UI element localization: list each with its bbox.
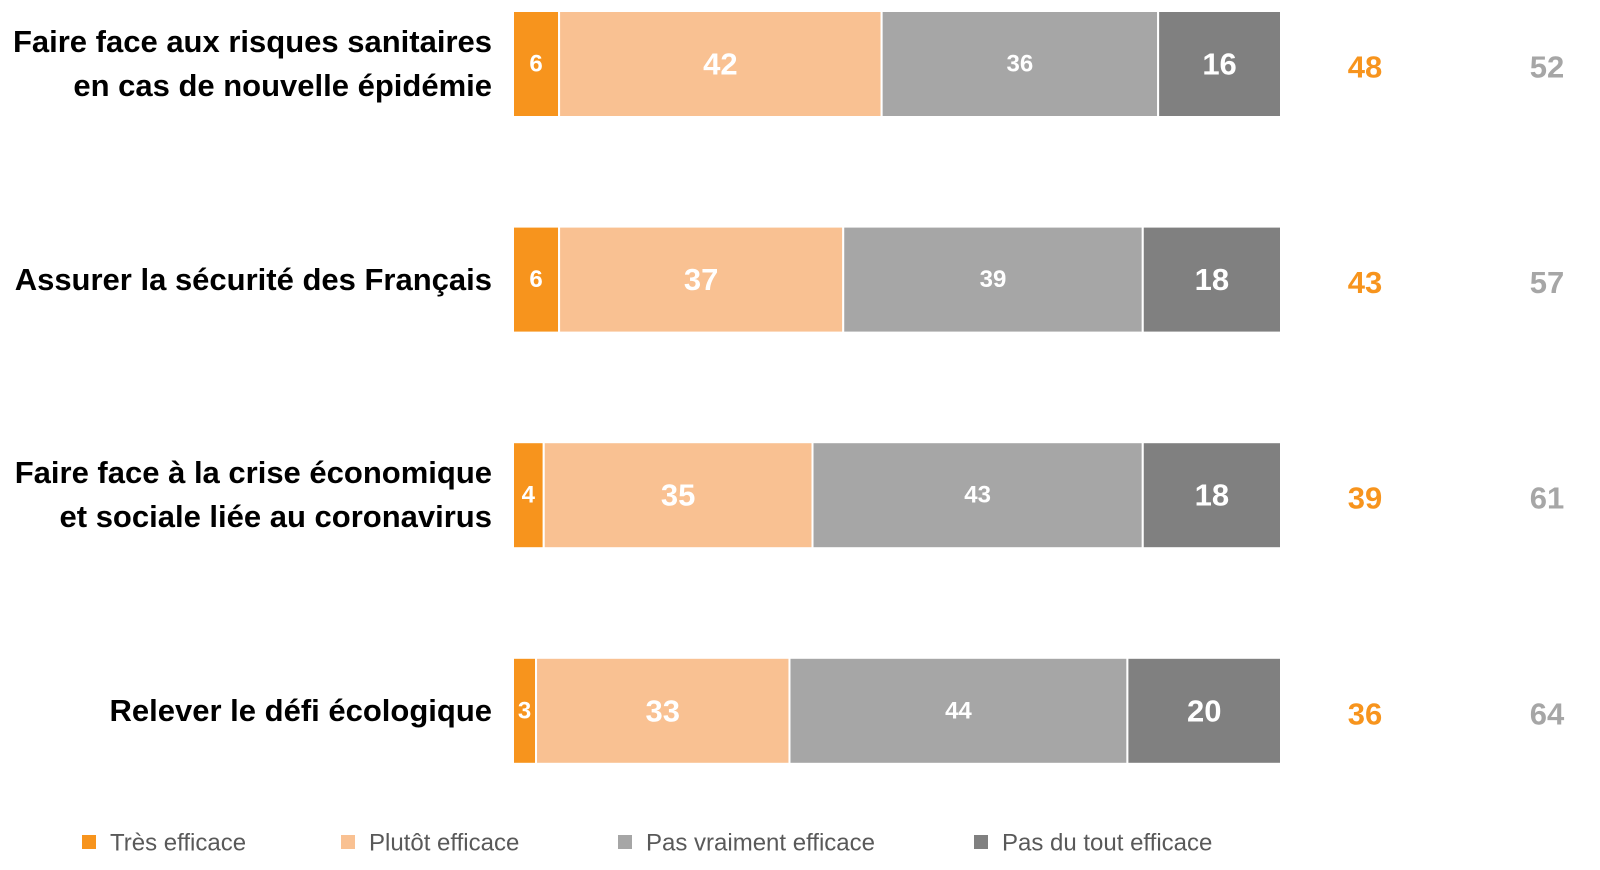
segment-label: 6 — [529, 51, 542, 78]
category-label: Assurer la sécurité des Français — [14, 261, 492, 297]
segment-label: 37 — [684, 262, 718, 297]
bar-segment — [1126, 656, 1283, 765]
bar-segment — [512, 10, 561, 118]
segment-label: 35 — [661, 478, 695, 513]
summary-value: 61 — [1530, 481, 1564, 516]
summary-value: 36 — [1348, 696, 1382, 731]
segment-label: 33 — [646, 693, 680, 728]
category-label: Faire face aux risques sanitaires en cas… — [12, 24, 492, 103]
summary-value: 64 — [1530, 696, 1565, 731]
segment-label: 39 — [980, 266, 1007, 293]
bar-segment — [558, 225, 845, 334]
segment-label: 44 — [945, 697, 972, 724]
summary-value: 43 — [1348, 265, 1382, 300]
category-label: Relever le défi écologique — [109, 692, 492, 728]
legend-swatch — [82, 835, 96, 849]
summary-value: 57 — [1530, 265, 1564, 300]
legend-label: Pas du tout efficace — [1002, 830, 1212, 857]
legend-swatch — [341, 835, 355, 849]
bar-segment — [1157, 10, 1282, 118]
bar-segment — [512, 441, 545, 550]
segment-label: 3 — [518, 697, 531, 724]
segment-label: 36 — [1007, 51, 1034, 78]
segment-label: 6 — [529, 266, 542, 293]
bar-segment — [788, 656, 1129, 765]
segment-label: 4 — [522, 482, 536, 509]
bar-segment — [512, 225, 561, 334]
bar-segment — [542, 441, 814, 550]
bar-segment — [558, 10, 883, 118]
bar-segment — [1141, 225, 1283, 334]
segment-label: 16 — [1202, 47, 1236, 82]
legend-label: Plutôt efficace — [369, 830, 519, 857]
segment-label: 20 — [1187, 693, 1221, 728]
segment-label: 42 — [703, 47, 737, 82]
segment-label: 18 — [1195, 478, 1229, 513]
bar-segment — [1141, 441, 1283, 550]
summary-value: 52 — [1530, 50, 1564, 85]
legend-swatch — [618, 835, 632, 849]
legend-swatch — [974, 835, 988, 849]
bar-segment — [535, 656, 791, 765]
legend-label: Très efficace — [110, 830, 246, 857]
legend-label: Pas vraiment efficace — [646, 830, 875, 857]
segment-label: 18 — [1195, 262, 1229, 297]
category-label: Faire face à la crise économique et soci… — [14, 455, 492, 535]
bar-segment — [842, 225, 1144, 334]
summary-value: 39 — [1348, 481, 1382, 516]
bar-segment — [880, 10, 1160, 118]
summary-value: 48 — [1348, 50, 1382, 85]
segment-label: 43 — [964, 482, 991, 509]
